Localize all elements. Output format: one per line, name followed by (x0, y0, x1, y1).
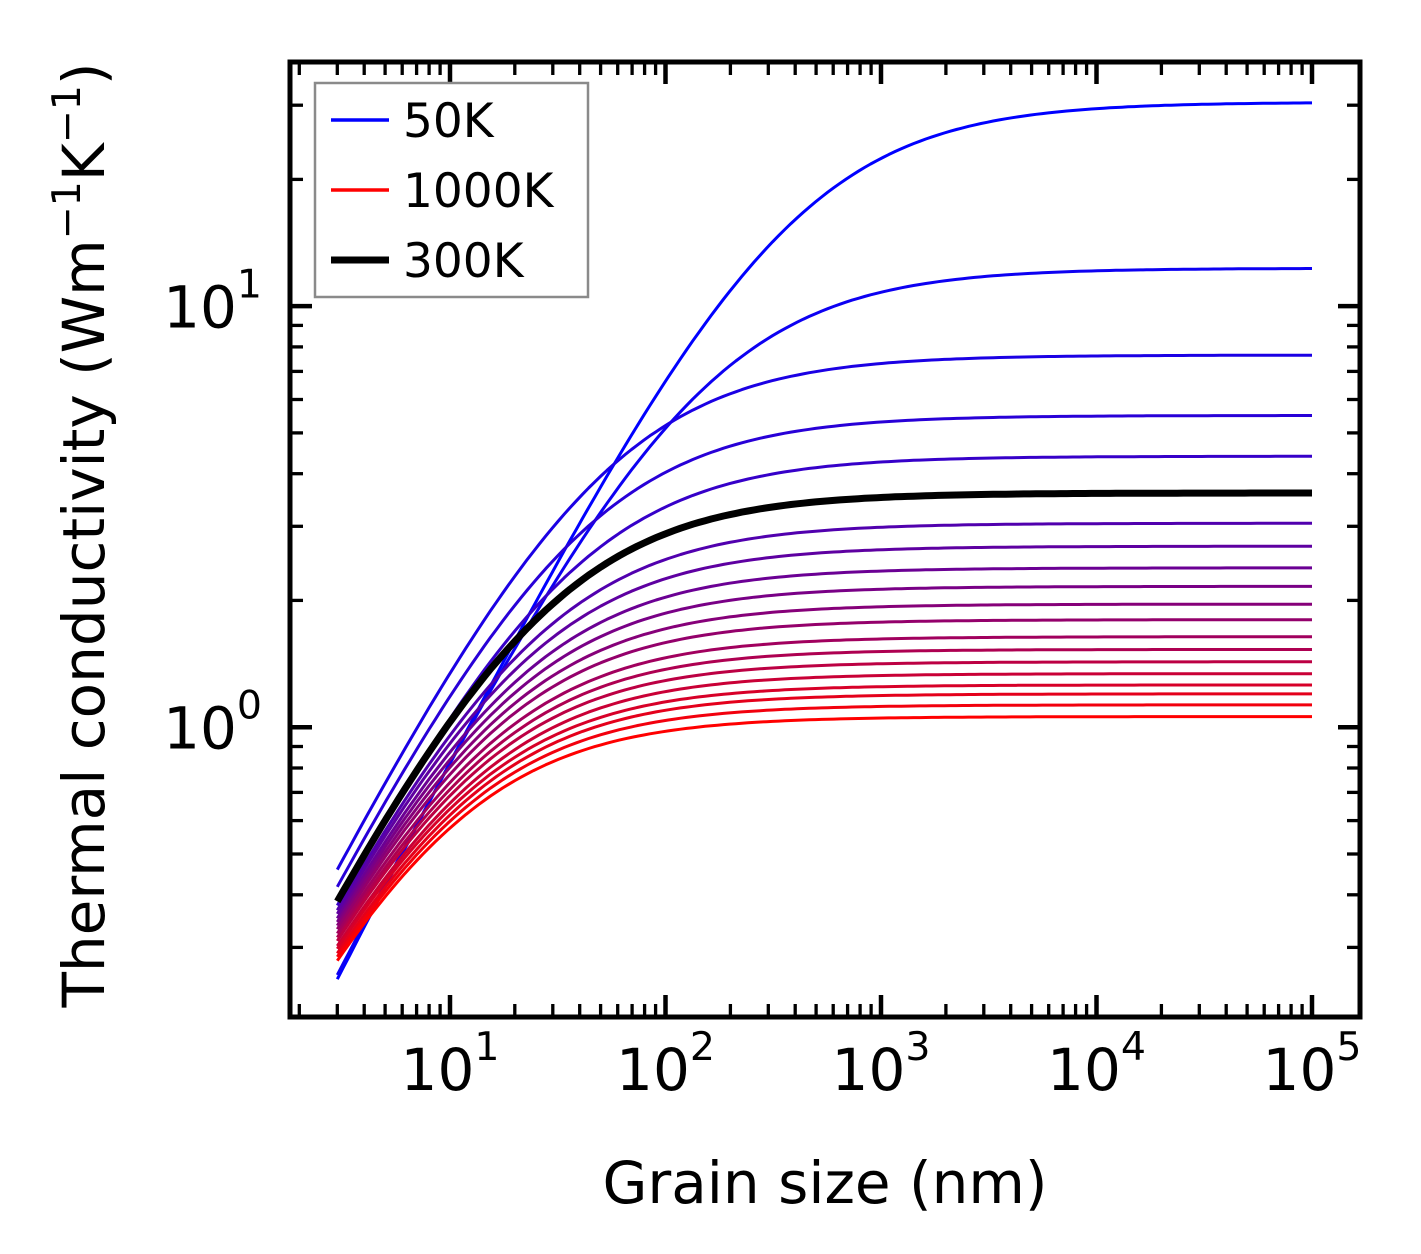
curve-650K (336, 635, 1312, 935)
curve-700K (336, 648, 1312, 939)
plot-frame (287, 59, 1363, 1020)
legend-label-1000K: 1000K (403, 164, 555, 219)
curve-350K (336, 521, 1312, 912)
y-tick-label-10e1: 101 (163, 262, 262, 342)
x-tick-labels: 101 102 103 104 105 (401, 1024, 1362, 1104)
curve-150K (335, 353, 1312, 871)
curve-250K (335, 454, 1312, 907)
curve-850K (336, 683, 1312, 950)
curve-400K (336, 544, 1312, 915)
y-axis-label: Thermal conductivity (Wm−1K−1) (44, 62, 118, 1008)
curve-900K (336, 692, 1312, 955)
curve-450K (336, 566, 1312, 920)
curve-800K (336, 672, 1312, 947)
curve-50K (335, 101, 1312, 980)
x-axis-label: Grain size (nm) (602, 1149, 1047, 1217)
curve-550K (336, 602, 1312, 927)
legend: 50K 1000K 300K (313, 81, 590, 299)
x-tick-label-10e1: 101 (401, 1024, 500, 1104)
legend-label-300K: 300K (403, 234, 525, 289)
x-tick-label-10e2: 102 (616, 1024, 715, 1104)
y-tick-label-10e0: 100 (163, 683, 262, 763)
curve-300K (334, 489, 1312, 904)
curves-group (334, 101, 1312, 980)
curve-1000K (336, 715, 1312, 962)
curve-500K (336, 584, 1312, 923)
y-tick-labels: 101 100 (163, 262, 262, 763)
x-tick-label-10e5: 105 (1263, 1024, 1362, 1104)
legend-label-50K: 50K (403, 94, 495, 149)
curve-600K (336, 618, 1312, 930)
curve-750K (336, 660, 1312, 942)
curve-950K (336, 703, 1312, 958)
x-tick-label-10e3: 103 (832, 1024, 931, 1104)
x-tick-label-10e4: 104 (1047, 1024, 1146, 1104)
curve-200K (335, 414, 1312, 888)
